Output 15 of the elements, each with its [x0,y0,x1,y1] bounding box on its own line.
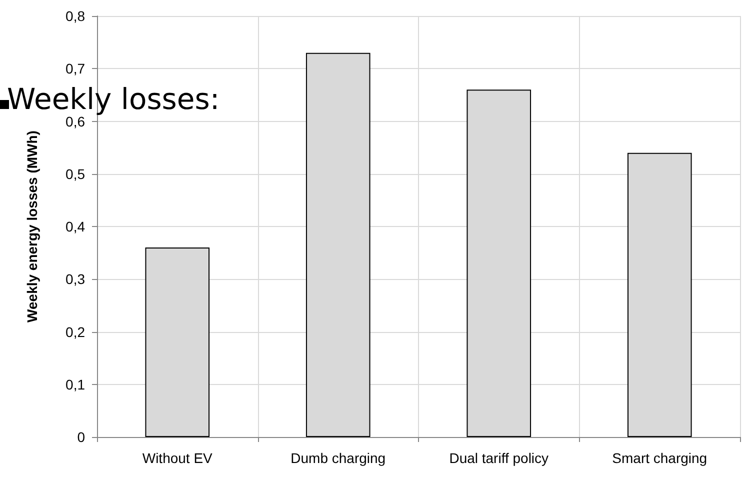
annotation: Weekly losses: [7,82,220,116]
y-tick-label: 0,8 [66,8,86,24]
x-tick-label: Dual tariff policy [449,450,549,466]
y-tick-label: 0,7 [66,60,86,77]
y-tick-label: 0,2 [66,324,86,340]
y-tick-label: 0 [77,429,86,445]
x-tick-label: Without EV [142,450,214,466]
y-tick-label: 0,3 [66,271,86,288]
x-tick-label: Smart charging [612,450,708,466]
y-axis-title: Weekly energy losses (MWh) [24,130,40,322]
x-tick-label: Dumb charging [290,450,386,466]
y-tick-label: 0,6 [66,113,86,130]
y-tick-label: 0,1 [66,376,86,392]
y-tick-label: 0,5 [66,166,86,182]
y-tick-label: 0,4 [66,218,86,234]
